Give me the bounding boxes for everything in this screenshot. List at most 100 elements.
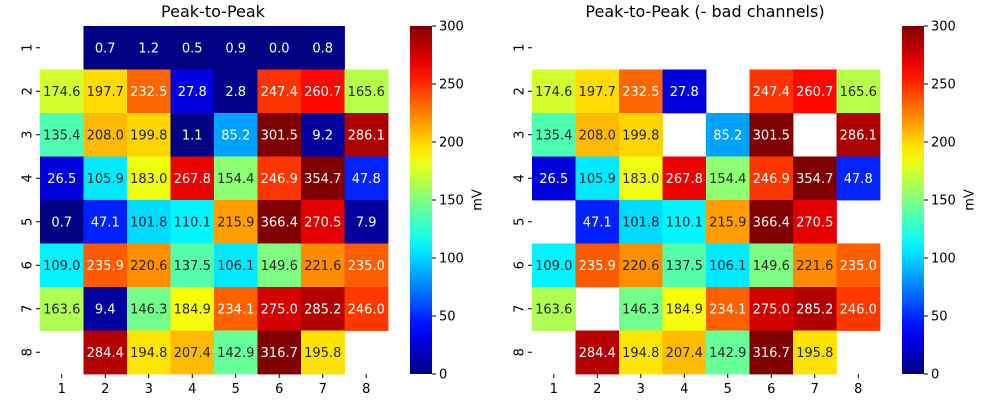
heatmap-cell bbox=[836, 69, 881, 114]
cell-value-label: 142.9 bbox=[217, 346, 254, 361]
cell-value-label: 163.6 bbox=[535, 302, 572, 317]
cell-value-label: 207.4 bbox=[174, 346, 211, 361]
heatmap-cell bbox=[257, 156, 302, 201]
heatmap-cell bbox=[170, 330, 215, 375]
cell-value-label: 154.4 bbox=[709, 172, 746, 187]
heatmap-cell bbox=[83, 26, 128, 70]
heatmap-cell bbox=[214, 330, 258, 375]
heatmap-cell bbox=[793, 69, 837, 114]
heatmap-cell bbox=[301, 156, 345, 201]
heatmap-cell bbox=[170, 243, 215, 288]
cell-value-label: 221.6 bbox=[796, 259, 833, 274]
cell-value-label: 149.6 bbox=[261, 259, 298, 274]
y-tick-label: 1 bbox=[21, 44, 36, 52]
cell-value-label: 110.1 bbox=[666, 215, 703, 230]
heatmap-cell bbox=[170, 113, 215, 157]
heatmap-cell bbox=[706, 287, 750, 331]
heatmap-cell bbox=[344, 156, 389, 201]
heatmap-cell bbox=[257, 200, 302, 244]
x-tick-label: 1 bbox=[58, 382, 66, 397]
cell-value-label: 0.5 bbox=[182, 41, 203, 56]
heatmap-cell bbox=[40, 243, 84, 288]
heatmap-cell bbox=[170, 26, 215, 70]
heatmap-cell bbox=[836, 156, 881, 201]
heatmap-cell bbox=[619, 156, 663, 201]
heatmap-cell bbox=[793, 243, 837, 288]
cell-value-label: 301.5 bbox=[753, 128, 790, 143]
colorbar-tick-label: 300 bbox=[931, 20, 956, 35]
heatmap-cell bbox=[83, 287, 128, 331]
heatmap-cell bbox=[170, 69, 215, 114]
heatmap-cell bbox=[532, 69, 576, 114]
x-tick-label: 7 bbox=[811, 382, 819, 397]
colorbar-label: mV bbox=[963, 189, 978, 211]
heatmap-cell bbox=[257, 330, 302, 375]
cell-value-label: 110.1 bbox=[174, 215, 211, 230]
cell-value-label: 260.7 bbox=[796, 85, 833, 100]
heatmap-cell bbox=[662, 200, 707, 244]
colorbar-tick-label: 200 bbox=[439, 136, 464, 151]
colorbar-tick-label: 0 bbox=[931, 368, 939, 383]
cell-value-label: 9.2 bbox=[312, 128, 333, 143]
heatmap-cell bbox=[40, 69, 84, 114]
heatmap-cell bbox=[170, 200, 215, 244]
cell-value-label: 0.8 bbox=[312, 41, 333, 56]
heatmap-cell bbox=[170, 156, 215, 201]
heatmap-cell bbox=[662, 69, 707, 114]
heatmap-cell bbox=[749, 156, 794, 201]
cell-value-label: 220.6 bbox=[130, 259, 167, 274]
colorbar-tick-label: 50 bbox=[439, 310, 456, 325]
cell-value-label: 142.9 bbox=[709, 346, 746, 361]
cell-value-label: 220.6 bbox=[622, 259, 659, 274]
heatmap-cell bbox=[706, 243, 750, 288]
heatmap-cell bbox=[127, 69, 171, 114]
cell-value-label: 135.4 bbox=[43, 128, 80, 143]
colorbar-tick-label: 100 bbox=[931, 252, 956, 267]
cell-value-label: 165.6 bbox=[840, 85, 877, 100]
y-tick-label: 6 bbox=[21, 261, 36, 269]
heatmap-cell bbox=[214, 243, 258, 288]
cell-value-label: 235.9 bbox=[87, 259, 124, 274]
heatmap-cell bbox=[40, 200, 84, 244]
heatmap-cell bbox=[127, 243, 171, 288]
heatmap-cell bbox=[706, 200, 750, 244]
heatmap-cell bbox=[619, 330, 663, 375]
heatmap-cell bbox=[662, 243, 707, 288]
heatmap-cell bbox=[83, 113, 128, 157]
cell-value-label: 85.2 bbox=[221, 128, 250, 143]
cell-value-label: 285.2 bbox=[304, 302, 341, 317]
y-tick-label: 5 bbox=[513, 218, 528, 226]
heatmap-cell bbox=[214, 26, 258, 70]
cell-value-label: 301.5 bbox=[261, 128, 298, 143]
cell-value-label: 246.9 bbox=[753, 172, 790, 187]
cell-value-label: 235.0 bbox=[840, 259, 877, 274]
heatmap-cell bbox=[793, 200, 837, 244]
heatmap-right-panel: Peak-to-Peak (- bad channels) 174.6 197.7… bbox=[513, 2, 978, 397]
heatmap-cell bbox=[40, 113, 84, 157]
x-tick-label: 6 bbox=[275, 382, 283, 397]
cell-value-label: 109.0 bbox=[43, 259, 80, 274]
cell-value-label: 27.8 bbox=[178, 85, 207, 100]
y-tick-label: 3 bbox=[21, 131, 36, 139]
heatmap-cell bbox=[127, 113, 171, 157]
cell-value-label: 284.4 bbox=[87, 346, 124, 361]
heatmap-cell bbox=[301, 113, 345, 157]
heatmap-cell bbox=[662, 287, 707, 331]
cell-value-label: 194.8 bbox=[130, 346, 167, 361]
heatmap-cell bbox=[83, 69, 128, 114]
cell-value-label: 235.0 bbox=[348, 259, 385, 274]
heatmap-left-panel: Peak-to-Peak 0.7 1.2 0.5 0.9 0.0 0.8 174.6 197.… bbox=[21, 2, 486, 397]
y-tick-label: 1 bbox=[513, 44, 528, 52]
cell-value-label: 286.1 bbox=[840, 128, 877, 143]
cell-value-label: 366.4 bbox=[753, 215, 790, 230]
cell-value-label: 0.9 bbox=[225, 41, 246, 56]
x-tick-label: 7 bbox=[319, 382, 327, 397]
cell-value-label: 232.5 bbox=[622, 85, 659, 100]
cell-value-label: 146.3 bbox=[622, 302, 659, 317]
cell-value-label: 137.5 bbox=[666, 259, 703, 274]
cell-value-label: 197.7 bbox=[87, 85, 124, 100]
heatmap-cell bbox=[532, 287, 576, 331]
heatmap-cell bbox=[301, 330, 345, 375]
y-tick-label: 8 bbox=[21, 348, 36, 356]
y-tick-label: 2 bbox=[513, 87, 528, 95]
